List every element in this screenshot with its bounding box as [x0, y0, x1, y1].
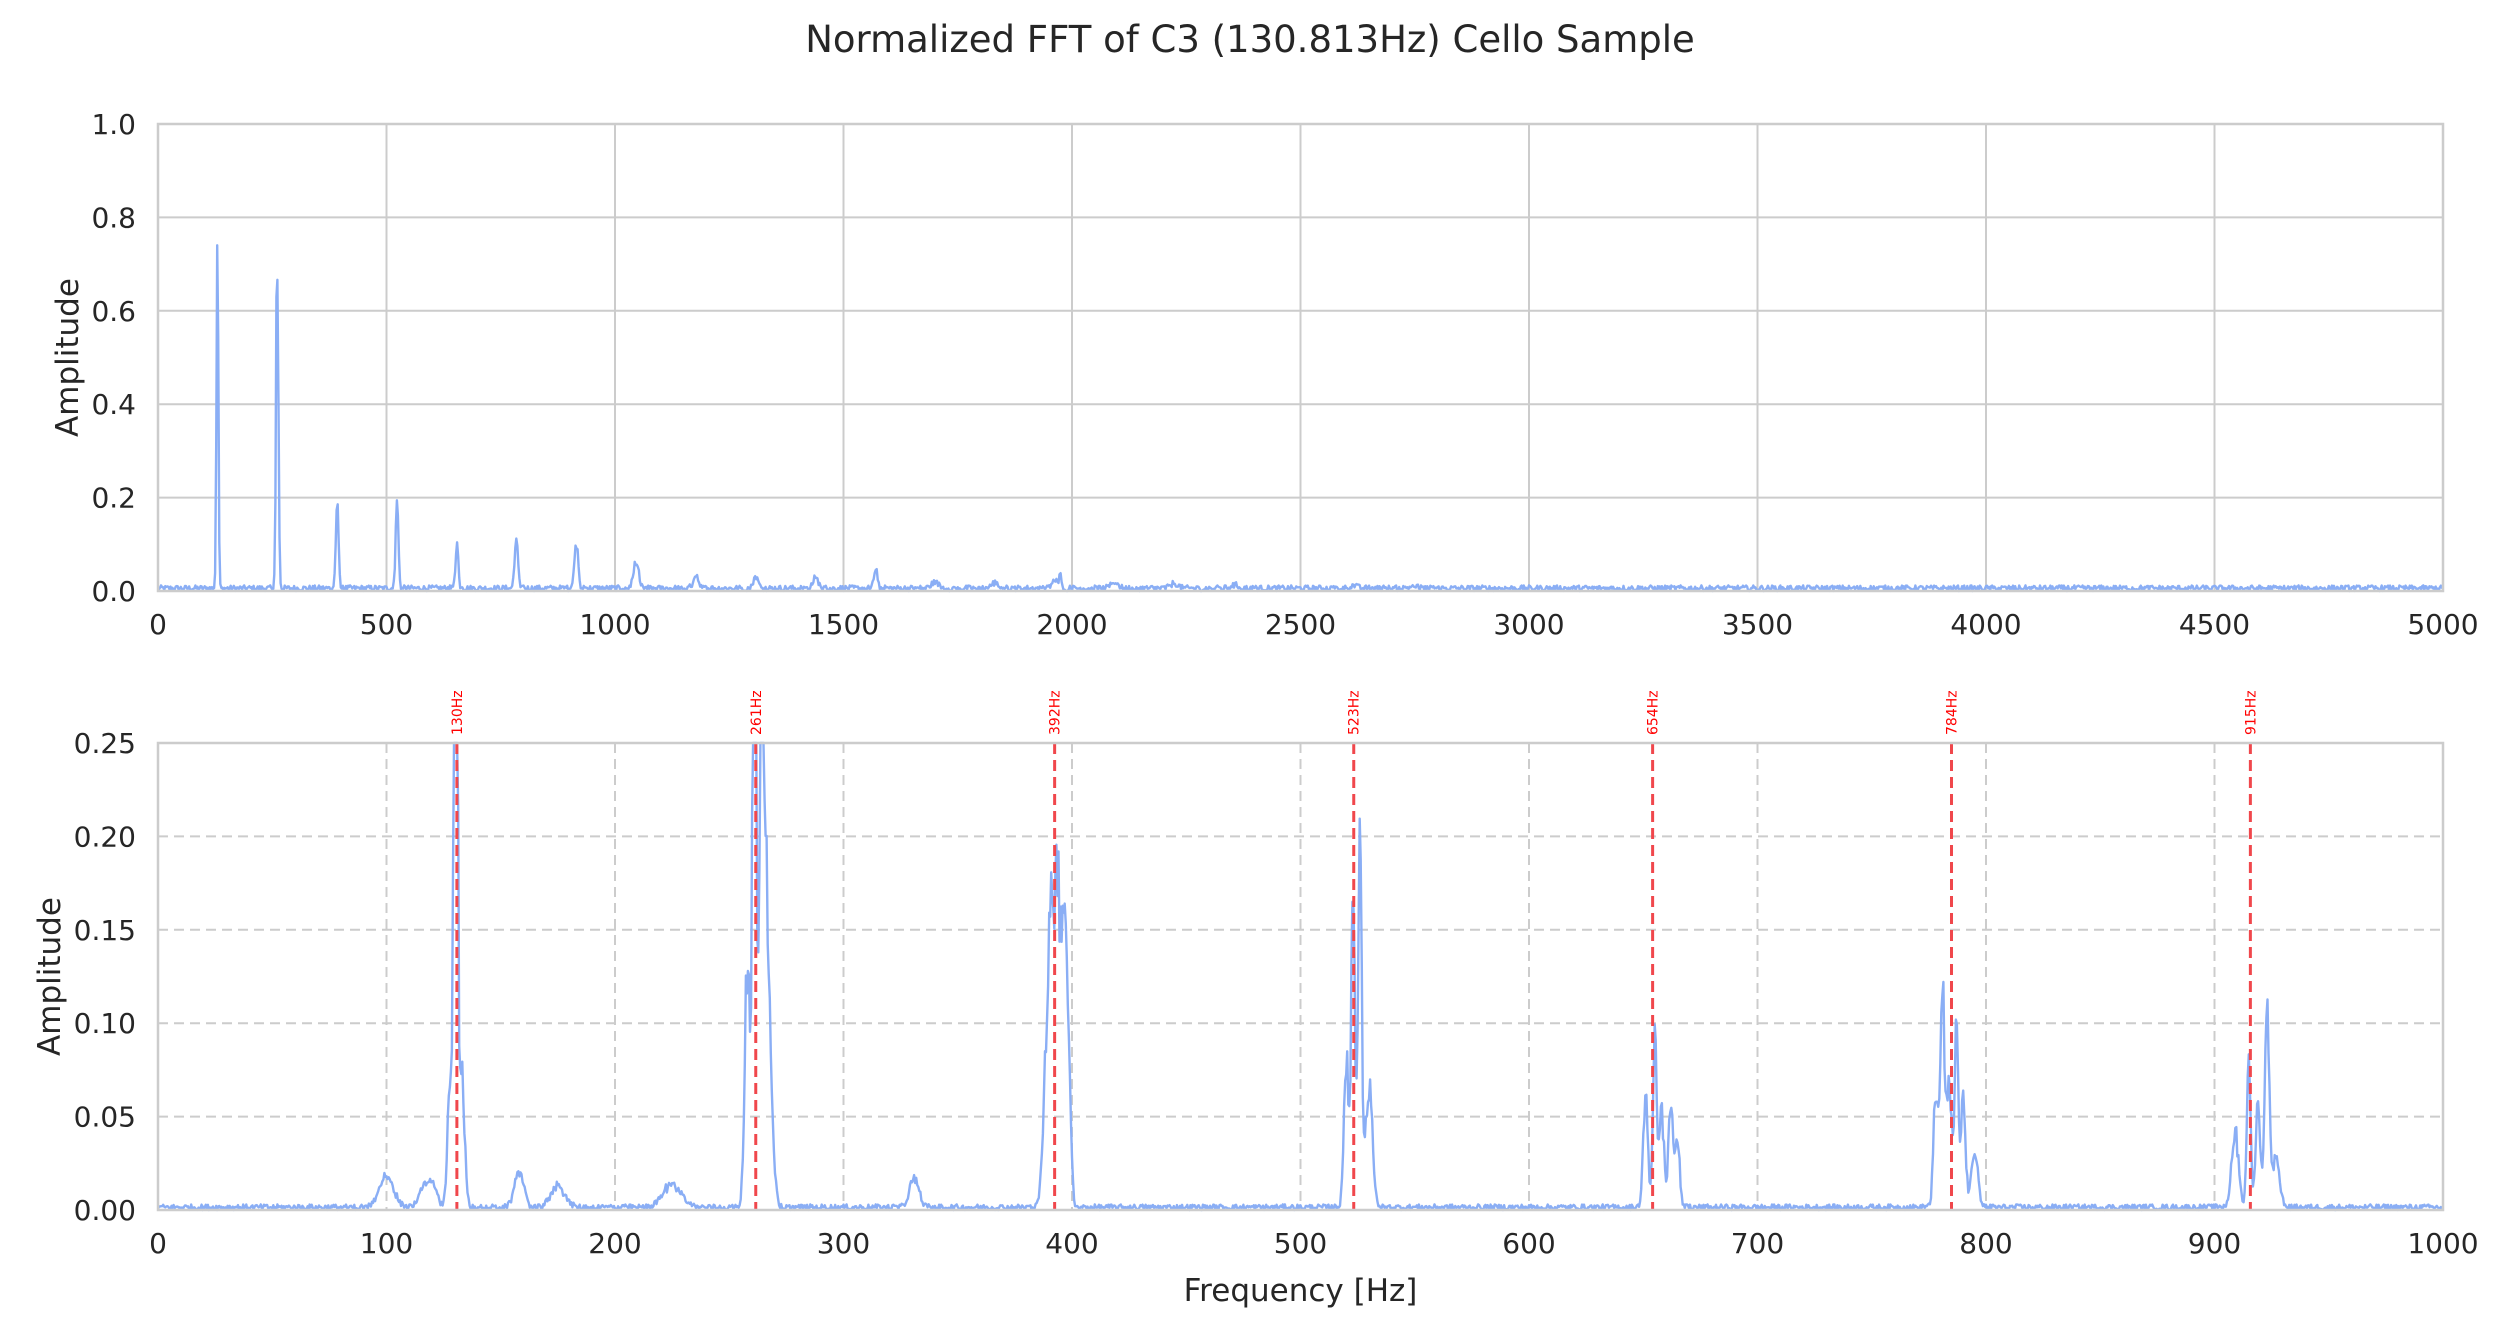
x-tick-label: 0 [149, 608, 167, 641]
y-tick-label: 1.0 [91, 108, 136, 141]
harmonic-marker-label: 523Hz [1347, 690, 1363, 735]
overview-grid [157, 123, 2444, 592]
x-tick-label: 500 [360, 608, 413, 641]
x-tick-label: 200 [588, 1227, 641, 1260]
harmonic-marker-label: 915Hz [2243, 690, 2259, 735]
x-tick-label: 300 [817, 1227, 870, 1260]
x-tick-label: 1500 [808, 608, 879, 641]
x-tick-label: 100 [360, 1227, 413, 1260]
spectrum-line [156, 244, 2444, 593]
x-tick-label: 4000 [1950, 608, 2021, 641]
harmonic-marker-label: 654Hz [1646, 690, 1662, 735]
overview-spectrum-series [156, 244, 2444, 593]
y-tick-label: 0.15 [74, 914, 136, 947]
zoom-grid [157, 742, 2444, 1211]
y-tick-label: 0.05 [74, 1101, 136, 1134]
zoom-x-axis-label: Frequency [Hz] [1184, 1273, 1418, 1309]
harmonic-marker-label: 261Hz [749, 690, 765, 735]
x-tick-label: 400 [1045, 1227, 1098, 1260]
y-tick-label: 0.4 [91, 388, 136, 421]
zoom-frame [156, 741, 2445, 1212]
overview-y-ticks: 0.0 0.2 0.4 0.6 0.8 1.0 [91, 108, 136, 608]
overview-x-ticks: 0 500 1000 1500 2000 2500 3000 3500 4000 4500 5000 [149, 608, 2479, 641]
y-tick-label: 0.6 [91, 295, 136, 328]
chart-title: Normalized FFT of C3 (130.813Hz) Cello S… [805, 18, 1695, 61]
harmonic-marker-label: 130Hz [450, 690, 466, 735]
x-tick-label: 2500 [1265, 608, 1336, 641]
x-tick-label: 5000 [2407, 608, 2478, 641]
x-tick-label: 3000 [1493, 608, 1564, 641]
overview-y-axis-label: Amplitude [50, 278, 86, 437]
x-tick-label: 2000 [1036, 608, 1107, 641]
y-tick-label: 0.0 [91, 575, 136, 608]
harmonic-marker-label: 392Hz [1048, 690, 1064, 735]
harmonic-markers: 130Hz 261Hz 392Hz 523Hz 654Hz 784Hz 915Hz [450, 690, 2259, 1210]
x-tick-label: 900 [2188, 1227, 2241, 1260]
y-tick-label: 0.10 [74, 1007, 136, 1040]
zoom-panel: 0.00 0.05 0.10 0.15 0.20 0.25 0 100 200 300 400 50… [32, 690, 2479, 1309]
x-tick-label: 4500 [2179, 608, 2250, 641]
x-tick-label: 0 [149, 1227, 167, 1260]
x-tick-label: 700 [1731, 1227, 1784, 1260]
y-tick-label: 0.2 [91, 482, 136, 515]
zoom-x-ticks: 0 100 200 300 400 500 600 700 800 900 1000 [149, 1227, 2479, 1260]
x-tick-label: 1000 [579, 608, 650, 641]
y-tick-label: 0.20 [74, 820, 136, 853]
overview-panel: 0.0 0.2 0.4 0.6 0.8 1.0 0 500 1000 1500 2000 2500 3… [50, 108, 2479, 641]
x-tick-label: 3500 [1722, 608, 1793, 641]
x-tick-label: 1000 [2407, 1227, 2478, 1260]
zoom-y-axis-label: Amplitude [32, 897, 68, 1056]
y-tick-label: 0.8 [91, 201, 136, 234]
harmonic-marker-label: 784Hz [1944, 690, 1960, 735]
x-tick-label: 600 [1502, 1227, 1555, 1260]
x-tick-label: 500 [1274, 1227, 1327, 1260]
y-tick-label: 0.25 [74, 727, 136, 760]
x-tick-label: 800 [1959, 1227, 2012, 1260]
y-tick-label: 0.00 [74, 1194, 136, 1227]
zoom-y-ticks: 0.00 0.05 0.10 0.15 0.20 0.25 [74, 727, 136, 1227]
overview-frame [156, 122, 2445, 593]
